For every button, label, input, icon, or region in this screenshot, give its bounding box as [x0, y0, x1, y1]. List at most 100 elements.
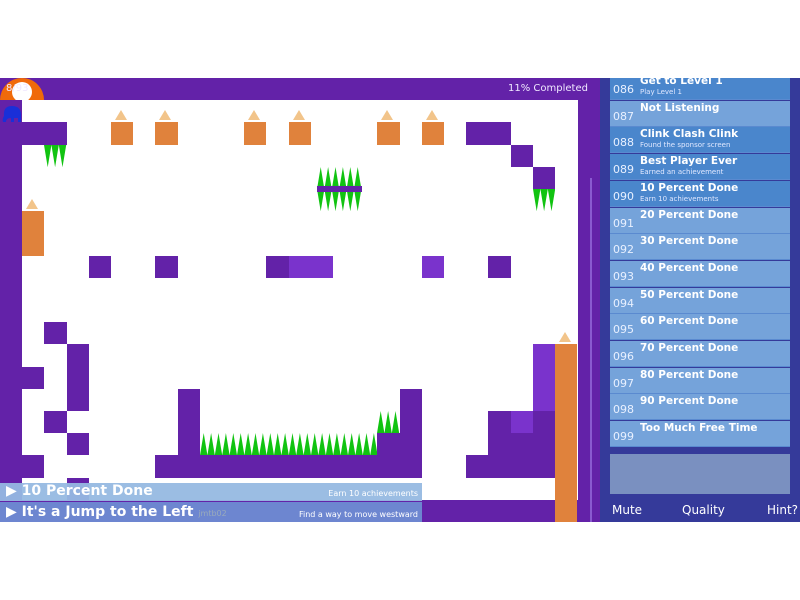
achievement-item[interactable]: 088 Clink Clash Clink Found the sponsor sc…	[610, 127, 790, 154]
achievement-number: 089	[613, 163, 634, 177]
wall-block	[399, 388, 422, 478]
achievement-title: Clink Clash Clink	[640, 128, 739, 141]
achievement-item[interactable]: 097 80 Percent Done	[610, 367, 790, 394]
wall-block	[510, 144, 533, 167]
achievements-panel: 086 Get to Level 1 Play Level 1 087 Not List…	[600, 78, 800, 522]
wall-block	[22, 455, 45, 478]
achievement-item[interactable]: 098 90 Percent Done	[610, 394, 790, 421]
spikes	[317, 166, 362, 189]
achievement-item[interactable]: 093 40 Percent Done	[610, 260, 790, 287]
achievement-title: Too Much Free Time	[640, 422, 758, 435]
crate	[155, 110, 178, 145]
achievement-title: 30 Percent Done	[640, 235, 739, 248]
achievement-item[interactable]: 099 Too Much Free Time	[610, 421, 790, 448]
achievement-item[interactable]: 092 30 Percent Done	[610, 234, 790, 261]
achievement-desc: Earned an achievement	[640, 168, 724, 177]
achievement-number: 097	[613, 376, 634, 390]
achievement-number: 098	[613, 403, 634, 417]
quality-button[interactable]: Quality	[682, 503, 725, 517]
notification-title: ▶ 10 Percent Done	[6, 483, 153, 499]
achievement-title: 70 Percent Done	[640, 342, 739, 354]
achievement-number: 096	[613, 350, 634, 363]
mute-button[interactable]: Mute	[612, 503, 643, 517]
wall-block	[266, 255, 289, 278]
wall-block	[466, 455, 489, 478]
achievement-number: 090	[613, 189, 634, 203]
achievement-number: 092	[613, 243, 634, 257]
level-title: ▶ It's a Jump to the Left jmtb02	[6, 504, 227, 520]
wall-block	[44, 411, 67, 434]
achievement-desc: Found the sponsor screen	[640, 141, 731, 150]
spikes	[377, 411, 400, 434]
level-field	[22, 100, 578, 500]
spikes	[317, 189, 362, 212]
level-hint: Find a way to move westward	[298, 510, 418, 519]
wall-block	[488, 411, 511, 434]
wall-block	[488, 433, 555, 478]
spikes	[532, 189, 555, 212]
achievement-item[interactable]: 090 10 Percent Done Earn 10 achievements	[610, 180, 790, 207]
achievement-number: 087	[613, 109, 634, 123]
achievement-number: 091	[613, 216, 634, 230]
achievement-item[interactable]: 086 Get to Level 1 Play Level 1	[610, 78, 790, 100]
wall-block	[155, 255, 178, 278]
wall-block	[532, 344, 555, 411]
level-counter: 8/93	[6, 83, 29, 94]
achievement-title: Get to Level 1	[640, 78, 723, 87]
wall-block	[22, 366, 45, 389]
achievement-item[interactable]: 095 60 Percent Done	[610, 314, 790, 341]
hint-button[interactable]: Hint?	[767, 503, 799, 517]
achievement-title: 80 Percent Done	[640, 368, 739, 381]
wall-block	[488, 255, 511, 278]
wall-block	[44, 322, 67, 345]
achievement-title: 40 Percent Done	[640, 261, 739, 274]
achievement-list[interactable]: 086 Get to Level 1 Play Level 1 087 Not List…	[600, 78, 800, 495]
game-area[interactable]	[0, 78, 600, 522]
wall-block	[66, 433, 89, 456]
achievement-item[interactable]: 091 20 Percent Done	[610, 207, 790, 234]
spikes	[44, 144, 67, 167]
completion-text: 11% Completed	[508, 83, 588, 94]
achievement-title: 10 Percent Done	[640, 181, 739, 194]
achievement-title: 60 Percent Done	[640, 315, 739, 328]
level-notification: ▶ It's a Jump to the Left jmtb02 Find a …	[0, 502, 422, 522]
achievement-number: 095	[613, 323, 634, 337]
list-empty-area	[610, 454, 790, 494]
achievement-number: 094	[613, 296, 634, 310]
wall-block	[66, 344, 89, 411]
wall-block	[532, 166, 555, 189]
achievement-item[interactable]: 087 Not Listening	[610, 100, 790, 127]
crate	[111, 110, 134, 145]
crate	[377, 110, 400, 145]
goal-button[interactable]	[0, 78, 44, 102]
achievement-number: 088	[613, 136, 634, 150]
achievement-title: 90 Percent Done	[640, 395, 739, 408]
crate	[421, 110, 444, 145]
wall-block	[532, 411, 555, 434]
achievement-number: 086	[613, 83, 634, 96]
wall-block	[421, 255, 444, 278]
achievement-item[interactable]: 089 Best Player Ever Earned an achievement	[610, 154, 790, 181]
achievement-item[interactable]: 094 50 Percent Done	[610, 287, 790, 314]
achievement-title: Best Player Ever	[640, 155, 738, 168]
achievement-notification: ▶ 10 Percent Done Earn 10 achievements	[0, 483, 422, 501]
achievement-desc: Play Level 1	[640, 88, 682, 96]
wall-block	[377, 433, 400, 456]
notification-desc: Earn 10 achievements	[328, 489, 418, 498]
achievement-item[interactable]: 096 70 Percent Done	[610, 341, 790, 367]
wall-block	[22, 122, 67, 145]
crate	[244, 110, 267, 145]
achievement-title: 50 Percent Done	[640, 288, 739, 301]
spikes	[199, 433, 378, 456]
wall-block	[155, 455, 422, 478]
wall-block	[288, 255, 333, 278]
wall-block	[466, 122, 511, 145]
achievement-number: 099	[613, 430, 634, 444]
achievement-title: Not Listening	[640, 101, 720, 114]
player-elephant-icon	[0, 102, 22, 124]
volume-slider[interactable]	[590, 178, 592, 522]
wall-block	[510, 411, 533, 434]
achievement-desc: Earn 10 achievements	[640, 194, 719, 203]
spike-bar	[317, 185, 362, 193]
crate-column	[555, 332, 578, 522]
